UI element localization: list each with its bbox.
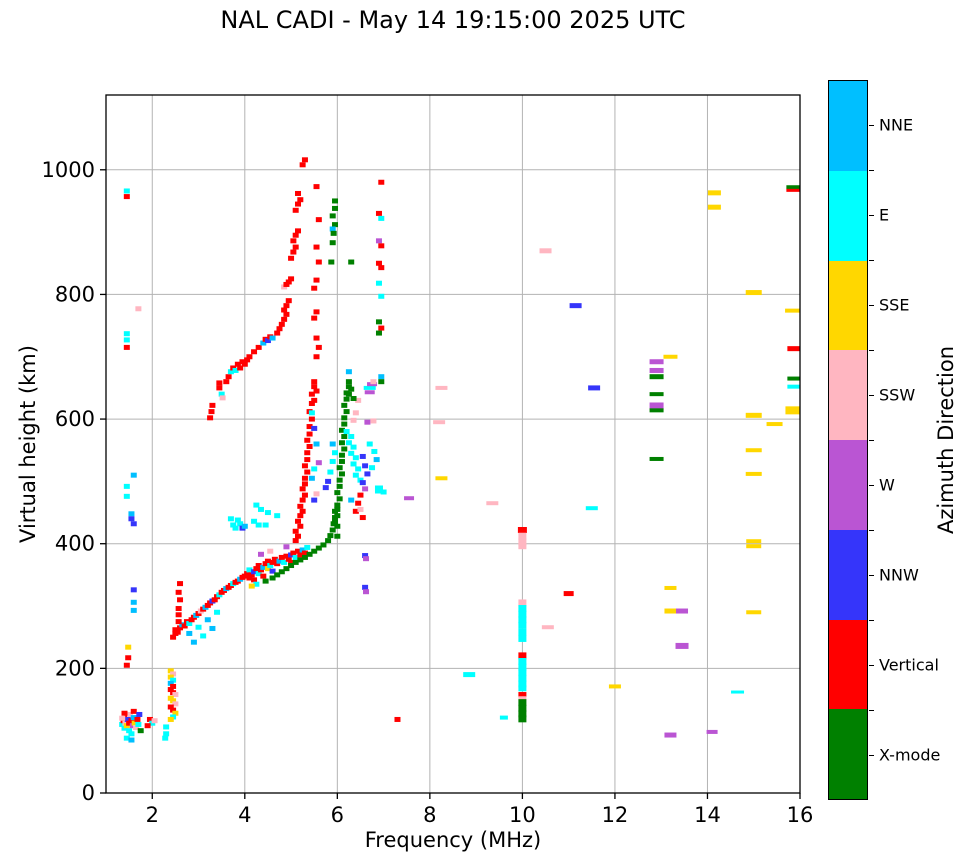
colorbar-ticklabel-sse: SSE [879,295,910,315]
data-points [119,157,800,743]
colorbar-segment-ssw [829,350,867,440]
colorbar-tick [869,215,874,216]
colorbar-ticklabel-nnw: NNW [879,565,919,585]
colorbar-tick [869,485,874,486]
svg-text:800: 800 [55,282,95,306]
colorbar-tick [869,395,874,396]
svg-text:10: 10 [509,803,536,827]
colorbar-segment-w [829,440,867,530]
svg-text:1000: 1000 [42,158,95,182]
x-axis-ticks: 2 4 6 8 10 12 14 16 [146,793,814,827]
colorbar [828,80,868,800]
svg-text:8: 8 [423,803,436,827]
colorbar-segment-x-mode [829,709,867,799]
svg-text:6: 6 [331,803,344,827]
colorbar-segment-nnw [829,529,867,620]
colorbar-tick [869,665,874,666]
svg-text:200: 200 [55,656,95,680]
svg-text:16: 16 [787,803,814,827]
colorbar-segment-vertical [829,619,867,710]
colorbar-segment-e [829,170,867,261]
colorbar-boundary-tick [869,260,874,261]
x-axis-label: Frequency (MHz) [364,828,542,852]
y-axis-label: Virtual height (km) [16,345,40,543]
svg-text:2: 2 [146,803,159,827]
colorbar-boundary-tick [869,170,874,171]
colorbar-tick [869,305,874,306]
svg-text:4: 4 [238,803,251,827]
colorbar-tick [869,125,874,126]
svg-text:14: 14 [694,803,721,827]
svg-text:0: 0 [82,781,95,805]
colorbar-boundary-tick [869,620,874,621]
colorbar-boundary-tick [869,710,874,711]
plot-border [105,94,801,794]
colorbar-segment-nne [829,81,867,171]
svg-text:400: 400 [55,532,95,556]
y-axis-ticks: 0 200 400 600 800 1000 [42,158,106,805]
chart-title: NAL CADI - May 14 19:15:00 2025 UTC [220,6,686,34]
colorbar-ticklabel-nne: NNE [879,115,914,135]
svg-text:600: 600 [55,407,95,431]
colorbar-ticklabel-w: W [879,475,895,495]
colorbar-ticklabel-ssw: SSW [879,385,916,405]
colorbar-boundary-tick [869,530,874,531]
colorbar-tick [869,755,874,756]
colorbar-ticklabel-e: E [879,205,890,225]
colorbar-segment-sse [829,260,867,351]
colorbar-ticklabel-vertical: Vertical [879,655,939,675]
colorbar-tick [869,575,874,576]
grid-lines [106,95,801,793]
colorbar-label: Azimuth Direction [934,345,958,535]
svg-text:12: 12 [602,803,629,827]
colorbar-boundary-tick [869,440,874,441]
colorbar-ticklabel-x-mode: X-mode [879,745,941,765]
colorbar-boundary-tick [869,350,874,351]
